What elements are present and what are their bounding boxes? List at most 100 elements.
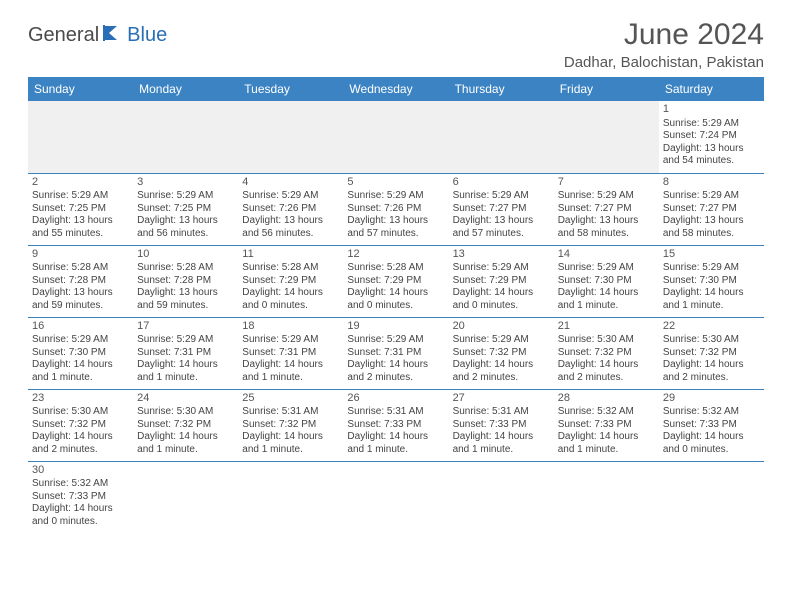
calendar-cell: 23Sunrise: 5:30 AMSunset: 7:32 PMDayligh… [28,389,133,461]
sunset-text: Sunset: 7:25 PM [32,203,129,216]
daylight-text: Daylight: 14 hours and 1 minute. [242,431,339,456]
sunrise-text: Sunrise: 5:29 AM [137,190,234,203]
calendar-row: 16Sunrise: 5:29 AMSunset: 7:30 PMDayligh… [28,317,764,389]
sunset-text: Sunset: 7:31 PM [137,347,234,360]
sunset-text: Sunset: 7:32 PM [242,419,339,432]
sunset-text: Sunset: 7:24 PM [663,130,760,143]
weekday-header: Tuesday [238,77,343,101]
sunset-text: Sunset: 7:32 PM [453,347,550,360]
sunset-text: Sunset: 7:28 PM [32,275,129,288]
calendar-cell [449,461,554,533]
day-number: 7 [558,176,655,190]
day-number: 15 [663,248,760,262]
calendar-cell: 1Sunrise: 5:29 AMSunset: 7:24 PMDaylight… [659,101,764,173]
daylight-text: Daylight: 14 hours and 0 minutes. [663,431,760,456]
sunset-text: Sunset: 7:25 PM [137,203,234,216]
sunrise-text: Sunrise: 5:29 AM [32,190,129,203]
daylight-text: Daylight: 13 hours and 59 minutes. [32,287,129,312]
day-number: 4 [242,176,339,190]
day-number: 6 [453,176,550,190]
sunrise-text: Sunrise: 5:30 AM [663,334,760,347]
sunset-text: Sunset: 7:30 PM [32,347,129,360]
sunset-text: Sunset: 7:29 PM [242,275,339,288]
sunrise-text: Sunrise: 5:32 AM [558,406,655,419]
sunrise-text: Sunrise: 5:29 AM [242,190,339,203]
calendar-cell: 30Sunrise: 5:32 AMSunset: 7:33 PMDayligh… [28,461,133,533]
month-title: June 2024 [564,18,764,52]
sunset-text: Sunset: 7:32 PM [663,347,760,360]
sunset-text: Sunset: 7:30 PM [663,275,760,288]
calendar-cell: 16Sunrise: 5:29 AMSunset: 7:30 PMDayligh… [28,317,133,389]
day-number: 3 [137,176,234,190]
daylight-text: Daylight: 13 hours and 56 minutes. [137,215,234,240]
day-number: 2 [32,176,129,190]
sunrise-text: Sunrise: 5:29 AM [137,334,234,347]
calendar-cell: 7Sunrise: 5:29 AMSunset: 7:27 PMDaylight… [554,173,659,245]
sunset-text: Sunset: 7:33 PM [453,419,550,432]
calendar-cell: 10Sunrise: 5:28 AMSunset: 7:28 PMDayligh… [133,245,238,317]
sunrise-text: Sunrise: 5:29 AM [663,262,760,275]
calendar-cell [133,461,238,533]
sunrise-text: Sunrise: 5:28 AM [32,262,129,275]
day-number: 26 [347,392,444,406]
calendar-cell [659,461,764,533]
header: General Blue June 2024 Dadhar, Balochist… [28,18,764,71]
calendar-cell: 14Sunrise: 5:29 AMSunset: 7:30 PMDayligh… [554,245,659,317]
daylight-text: Daylight: 14 hours and 0 minutes. [242,287,339,312]
day-number: 17 [137,320,234,334]
calendar-cell: 3Sunrise: 5:29 AMSunset: 7:25 PMDaylight… [133,173,238,245]
calendar-cell: 29Sunrise: 5:32 AMSunset: 7:33 PMDayligh… [659,389,764,461]
weekday-header: Friday [554,77,659,101]
calendar-cell [343,461,448,533]
calendar-cell: 20Sunrise: 5:29 AMSunset: 7:32 PMDayligh… [449,317,554,389]
logo-text-general: General [28,24,99,47]
calendar-cell: 6Sunrise: 5:29 AMSunset: 7:27 PMDaylight… [449,173,554,245]
daylight-text: Daylight: 14 hours and 1 minute. [137,431,234,456]
sunset-text: Sunset: 7:28 PM [137,275,234,288]
daylight-text: Daylight: 14 hours and 2 minutes. [32,431,129,456]
calendar-cell: 11Sunrise: 5:28 AMSunset: 7:29 PMDayligh… [238,245,343,317]
sunrise-text: Sunrise: 5:28 AM [137,262,234,275]
calendar-cell: 27Sunrise: 5:31 AMSunset: 7:33 PMDayligh… [449,389,554,461]
calendar-cell [554,101,659,173]
logo-flag-icon [103,25,125,46]
daylight-text: Daylight: 14 hours and 1 minute. [137,359,234,384]
sunrise-text: Sunrise: 5:29 AM [32,334,129,347]
daylight-text: Daylight: 13 hours and 56 minutes. [242,215,339,240]
calendar-cell [28,101,133,173]
day-number: 29 [663,392,760,406]
sunset-text: Sunset: 7:33 PM [32,491,129,504]
sunset-text: Sunset: 7:29 PM [347,275,444,288]
sunrise-text: Sunrise: 5:31 AM [347,406,444,419]
daylight-text: Daylight: 14 hours and 1 minute. [453,431,550,456]
calendar-cell [343,101,448,173]
weekday-header: Wednesday [343,77,448,101]
day-number: 30 [32,464,129,478]
sunset-text: Sunset: 7:29 PM [453,275,550,288]
calendar-cell [554,461,659,533]
day-number: 21 [558,320,655,334]
daylight-text: Daylight: 14 hours and 1 minute. [242,359,339,384]
logo: General Blue [28,18,167,47]
daylight-text: Daylight: 14 hours and 1 minute. [558,287,655,312]
location-label: Dadhar, Balochistan, Pakistan [564,54,764,71]
daylight-text: Daylight: 14 hours and 1 minute. [663,287,760,312]
calendar-cell: 18Sunrise: 5:29 AMSunset: 7:31 PMDayligh… [238,317,343,389]
day-number: 23 [32,392,129,406]
calendar-cell: 5Sunrise: 5:29 AMSunset: 7:26 PMDaylight… [343,173,448,245]
sunset-text: Sunset: 7:32 PM [137,419,234,432]
weekday-header: Thursday [449,77,554,101]
daylight-text: Daylight: 14 hours and 0 minutes. [453,287,550,312]
calendar-row: 23Sunrise: 5:30 AMSunset: 7:32 PMDayligh… [28,389,764,461]
sunrise-text: Sunrise: 5:29 AM [558,262,655,275]
daylight-text: Daylight: 14 hours and 0 minutes. [347,287,444,312]
sunrise-text: Sunrise: 5:32 AM [663,406,760,419]
daylight-text: Daylight: 14 hours and 1 minute. [347,431,444,456]
calendar-cell: 12Sunrise: 5:28 AMSunset: 7:29 PMDayligh… [343,245,448,317]
calendar-cell [133,101,238,173]
calendar-row: 9Sunrise: 5:28 AMSunset: 7:28 PMDaylight… [28,245,764,317]
calendar-cell: 2Sunrise: 5:29 AMSunset: 7:25 PMDaylight… [28,173,133,245]
calendar-cell: 13Sunrise: 5:29 AMSunset: 7:29 PMDayligh… [449,245,554,317]
day-number: 9 [32,248,129,262]
daylight-text: Daylight: 13 hours and 58 minutes. [663,215,760,240]
